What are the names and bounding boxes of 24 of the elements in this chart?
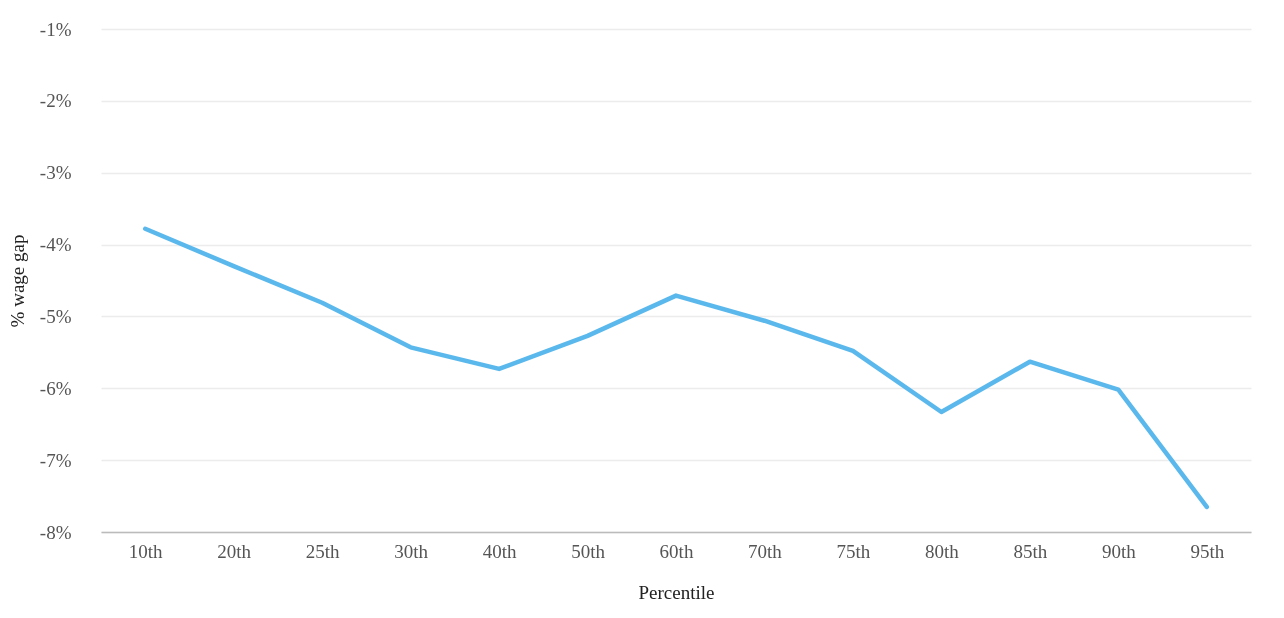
x-tick-label: 30th (394, 540, 429, 562)
x-tick-label: 70th (748, 540, 783, 562)
x-tick-label: 90th (1101, 540, 1137, 562)
x-axis-title: Percentile (638, 581, 715, 603)
x-tick-label: 80th (924, 540, 960, 562)
y-tick-label: -8% (39, 521, 72, 543)
x-tick-label: 50th (571, 540, 606, 562)
x-tick-label: 25th (305, 540, 341, 562)
y-tick-label: -6% (39, 377, 72, 399)
x-tick-label: 20th (217, 540, 252, 562)
y-tick-label: -5% (39, 305, 72, 327)
y-tick-label: -7% (39, 449, 72, 471)
y-tick-label: -2% (39, 90, 72, 112)
y-axis-title: % wage gap (6, 234, 28, 328)
x-tick-label: 85th (1013, 540, 1048, 562)
y-tick-label: -4% (39, 234, 72, 256)
x-tick-label: 10th (128, 540, 164, 562)
y-tick-label: -1% (39, 18, 72, 40)
x-tick-label: 95th (1190, 540, 1225, 562)
x-tick-label: 60th (659, 540, 694, 562)
line-series (142, 226, 1210, 510)
x-tick-label: 40th (482, 540, 517, 562)
y-tick-label: -3% (39, 162, 72, 184)
x-tick-label: 75th (836, 540, 871, 562)
